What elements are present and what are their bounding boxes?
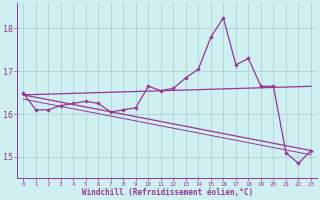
X-axis label: Windchill (Refroidissement éolien,°C): Windchill (Refroidissement éolien,°C) [82, 188, 253, 197]
